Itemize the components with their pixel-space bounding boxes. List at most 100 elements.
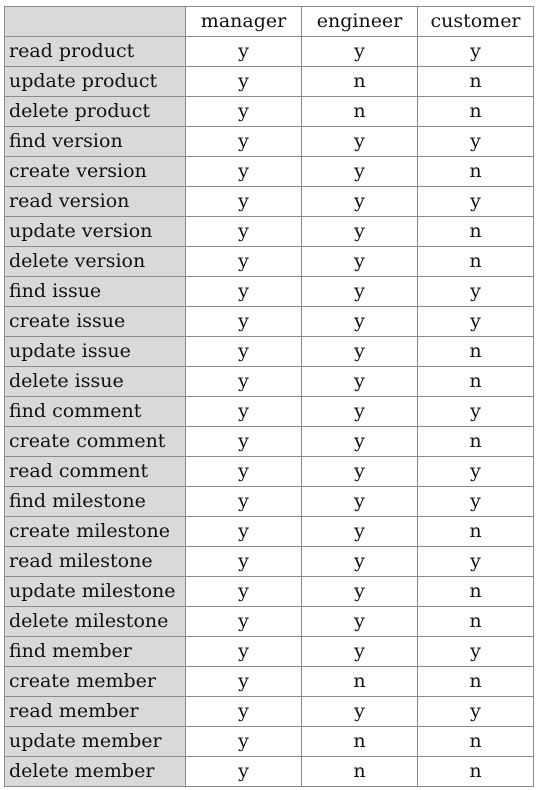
table-row: create issue y y y [4, 306, 534, 337]
permission-cell: y [185, 726, 302, 757]
permission-cell: y [185, 36, 302, 67]
permissions-table-container: manager engineer customer read product y y… [4, 6, 534, 787]
permission-cell: y [185, 216, 302, 247]
permission-cell: n [301, 666, 418, 697]
permission-cell: n [417, 666, 534, 697]
permission-cell: y [185, 396, 302, 427]
permission-cell: y [417, 546, 534, 577]
permission-cell: y [185, 516, 302, 547]
table-body: read product y y y update product y n n delete p… [4, 36, 534, 787]
permission-cell: y [185, 576, 302, 607]
permission-cell: y [417, 36, 534, 67]
permission-cell: y [185, 66, 302, 97]
permission-cell: y [185, 126, 302, 157]
permission-cell: y [185, 246, 302, 277]
permission-cell: n [301, 96, 418, 127]
permission-cell: y [185, 546, 302, 577]
row-label: delete issue [4, 366, 186, 397]
permission-cell: n [417, 726, 534, 757]
permission-cell: y [417, 126, 534, 157]
row-label: read version [4, 186, 186, 217]
permission-cell: y [301, 516, 418, 547]
permission-cell: n [417, 336, 534, 367]
row-label: create version [4, 156, 186, 187]
row-label: read product [4, 36, 186, 67]
permission-cell: y [417, 456, 534, 487]
table-row: find milestone y y y [4, 486, 534, 517]
table-row: create milestone y y n [4, 516, 534, 547]
permission-cell: y [185, 666, 302, 697]
permission-cell: n [301, 66, 418, 97]
row-label: update version [4, 216, 186, 247]
permission-cell: n [417, 606, 534, 637]
permission-cell: y [301, 186, 418, 217]
permission-cell: y [301, 456, 418, 487]
permission-cell: y [301, 246, 418, 277]
table-row: create version y y n [4, 156, 534, 187]
permission-cell: y [417, 636, 534, 667]
permission-cell: y [301, 276, 418, 307]
permission-cell: n [301, 756, 418, 787]
permission-cell: n [417, 246, 534, 277]
permission-cell: y [301, 396, 418, 427]
permission-cell: n [417, 576, 534, 607]
row-label: find version [4, 126, 186, 157]
row-label: delete product [4, 96, 186, 127]
table-row: delete issue y y n [4, 366, 534, 397]
table-row: read product y y y [4, 36, 534, 67]
permission-cell: y [301, 636, 418, 667]
permission-cell: n [417, 96, 534, 127]
table-row: create member y n n [4, 666, 534, 697]
row-label: delete version [4, 246, 186, 277]
permission-cell: y [417, 486, 534, 517]
permission-cell: y [185, 486, 302, 517]
table-row: delete milestone y y n [4, 606, 534, 637]
permission-cell: y [185, 366, 302, 397]
table-row: read member y y y [4, 696, 534, 727]
row-label: read member [4, 696, 186, 727]
column-header-engineer: engineer [301, 6, 418, 37]
permission-cell: n [417, 426, 534, 457]
permission-cell: y [417, 696, 534, 727]
permission-cell: y [417, 396, 534, 427]
permission-cell: y [301, 366, 418, 397]
table-row: update milestone y y n [4, 576, 534, 607]
permissions-table: manager engineer customer read product y y… [4, 6, 534, 787]
row-label: read comment [4, 456, 186, 487]
table-row: find issue y y y [4, 276, 534, 307]
table-row: update product y n n [4, 66, 534, 97]
permission-cell: y [301, 546, 418, 577]
permission-cell: y [185, 276, 302, 307]
permission-cell: n [417, 366, 534, 397]
permission-cell: y [185, 156, 302, 187]
permission-cell: y [185, 96, 302, 127]
row-label: find milestone [4, 486, 186, 517]
corner-cell [4, 6, 186, 37]
row-label: update member [4, 726, 186, 757]
table-row: update version y y n [4, 216, 534, 247]
column-header-customer: customer [417, 6, 534, 37]
column-header-manager: manager [185, 6, 302, 37]
permission-cell: y [417, 306, 534, 337]
permission-cell: y [301, 336, 418, 367]
table-row: update issue y y n [4, 336, 534, 367]
permission-cell: y [301, 156, 418, 187]
permission-cell: y [185, 186, 302, 217]
row-label: create issue [4, 306, 186, 337]
row-label: find comment [4, 396, 186, 427]
permission-cell: y [301, 126, 418, 157]
permission-cell: n [301, 726, 418, 757]
table-row: delete member y n n [4, 756, 534, 787]
permission-cell: y [185, 456, 302, 487]
row-label: find issue [4, 276, 186, 307]
row-label: create member [4, 666, 186, 697]
table-row: find version y y y [4, 126, 534, 157]
row-label: update milestone [4, 576, 186, 607]
table-row: delete version y y n [4, 246, 534, 277]
table-row: read version y y y [4, 186, 534, 217]
permission-cell: y [185, 636, 302, 667]
permission-cell: n [417, 516, 534, 547]
table-header: manager engineer customer [4, 6, 534, 37]
header-row: manager engineer customer [4, 6, 534, 37]
permission-cell: n [417, 156, 534, 187]
